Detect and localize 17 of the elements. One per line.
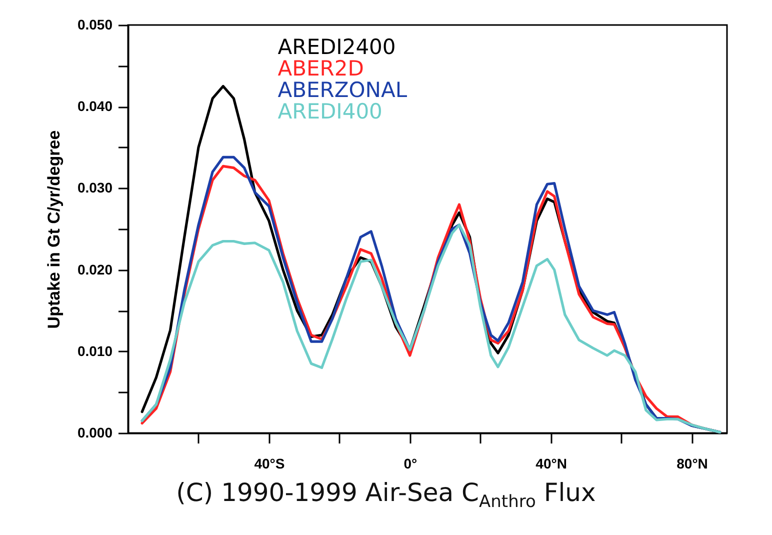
x-tick-label: 40°N	[536, 456, 567, 472]
text: ABER2D	[278, 56, 364, 80]
y-tick-label: 0.040	[77, 98, 113, 114]
line-series	[140, 224, 722, 434]
y-tick-label: 0.000	[77, 424, 113, 440]
y-tick-label: 0.010	[77, 342, 113, 359]
y-tick-label: 0.020	[77, 261, 113, 278]
x-tick-label: 80°N	[676, 456, 708, 472]
x-tick-label: 40°S	[254, 456, 285, 472]
text: ABERZONAL	[278, 78, 408, 102]
text: AREDI2400	[278, 35, 396, 59]
y-axis-title: Uptake in Gt C/yr/degree	[44, 130, 64, 329]
text: (C) 1990-1999 Air-Sea C$_{Anthro}$ Flux	[175, 478, 597, 512]
text: AREDI400	[278, 100, 382, 124]
y-tick-label: 0.050	[77, 16, 113, 32]
y-tick-label: 0.030	[77, 180, 113, 196]
x-tick-label: 0°	[404, 456, 418, 472]
